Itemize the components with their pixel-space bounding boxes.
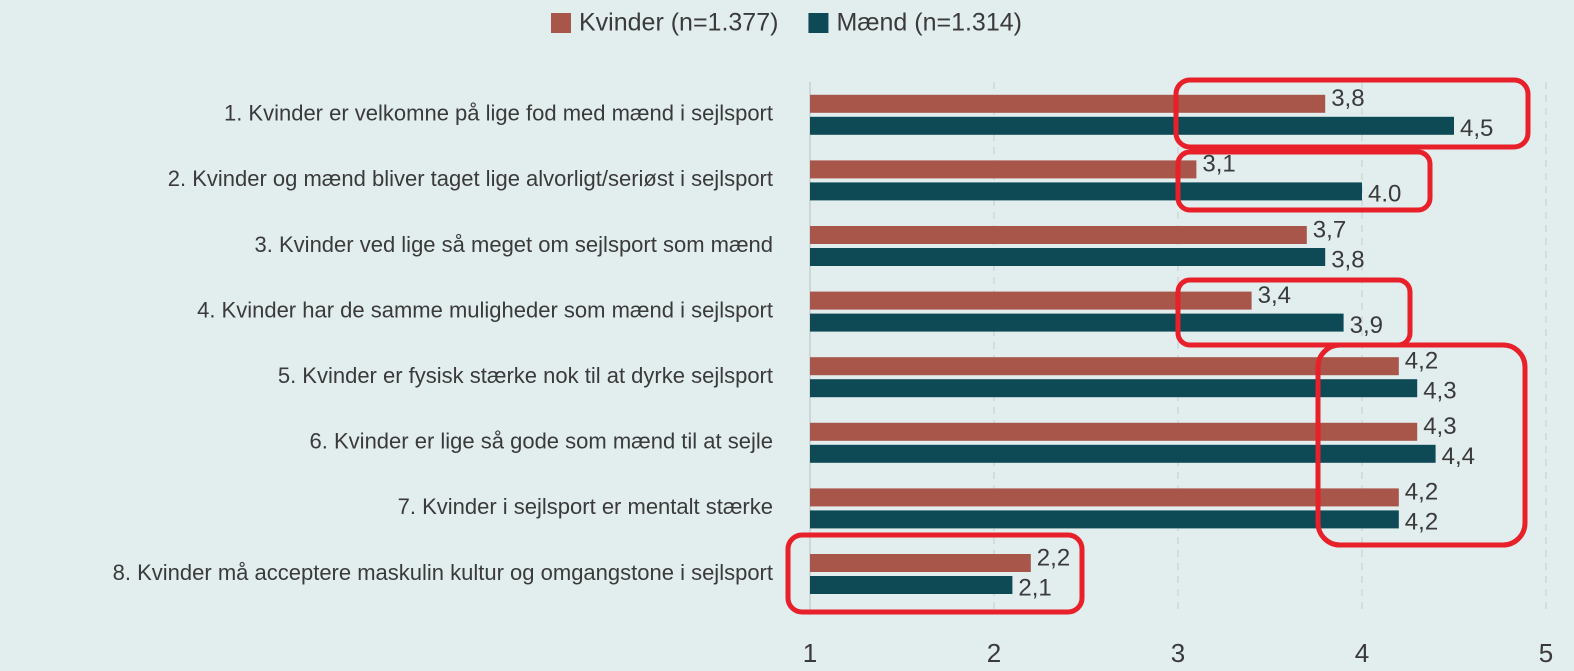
bar [810, 248, 1326, 266]
value-label: 2,1 [1018, 574, 1051, 601]
value-label: 4,4 [1442, 443, 1475, 470]
bar [810, 488, 1399, 507]
legend-label: Kvinder (n=1.377) [579, 9, 778, 37]
value-label: 4,3 [1423, 413, 1456, 440]
x-tick-label: 2 [987, 638, 1001, 668]
bar [810, 226, 1307, 244]
highlight-box [1175, 277, 1413, 348]
bar [810, 510, 1399, 529]
bar [810, 357, 1399, 376]
bar [810, 94, 1326, 113]
value-label: 2,2 [1037, 544, 1070, 571]
x-tick-label: 4 [1355, 638, 1369, 668]
value-label: 4,2 [1405, 479, 1438, 506]
bar [810, 444, 1436, 463]
x-tick-label: 3 [1171, 638, 1185, 668]
x-tick-label: 1 [803, 638, 817, 668]
bar [810, 182, 1362, 201]
bar [810, 291, 1252, 310]
category-label: 8. Kvinder må acceptere maskulin kultur … [113, 560, 773, 585]
value-label: 4,2 [1405, 509, 1438, 536]
bar [810, 576, 1013, 594]
category-label: 3. Kvinder ved lige så meget om sejlspor… [255, 232, 773, 257]
legend-swatch [551, 13, 571, 33]
highlight-box [1315, 342, 1528, 548]
value-label: 4.0 [1368, 181, 1401, 208]
bar [810, 160, 1197, 179]
highlight-box [1173, 77, 1531, 150]
value-label: 3,8 [1331, 246, 1364, 273]
category-label: 4. Kvinder har de samme muligheder som m… [197, 297, 773, 322]
highlight-box [1175, 149, 1433, 213]
bar [810, 554, 1031, 572]
category-label: 5. Kvinder er fysisk stærke nok til at d… [278, 363, 773, 388]
category-label: 7. Kvinder i sejlsport er mentalt stærke [398, 494, 773, 519]
value-label: 3,7 [1313, 216, 1346, 243]
value-label: 3,1 [1202, 151, 1235, 178]
category-label: 6. Kvinder er lige så gode som mænd til … [310, 429, 773, 454]
highlight-box [785, 532, 1085, 615]
value-label: 4,5 [1460, 115, 1493, 142]
bar [810, 379, 1418, 398]
category-label: 2. Kvinder og mænd bliver taget lige alv… [168, 166, 773, 191]
plot: 1 2 3 4 5 Kvinder (n=1.377) Mænd (n=1.314) 1. K… [113, 9, 1554, 668]
bar [810, 116, 1454, 135]
x-tick-label: 5 [1539, 638, 1553, 668]
value-label: 3,9 [1350, 312, 1383, 339]
bar [810, 422, 1418, 441]
bar [810, 313, 1344, 332]
value-label: 3,4 [1258, 282, 1291, 309]
value-label: 4,3 [1423, 378, 1456, 405]
legend-label: Mænd (n=1.314) [836, 9, 1022, 37]
category-label: 1. Kvinder er velkomne på lige fod med m… [224, 101, 773, 126]
legend-swatch [808, 13, 829, 33]
value-label: 4,2 [1405, 348, 1438, 375]
value-label: 3,8 [1331, 85, 1364, 112]
